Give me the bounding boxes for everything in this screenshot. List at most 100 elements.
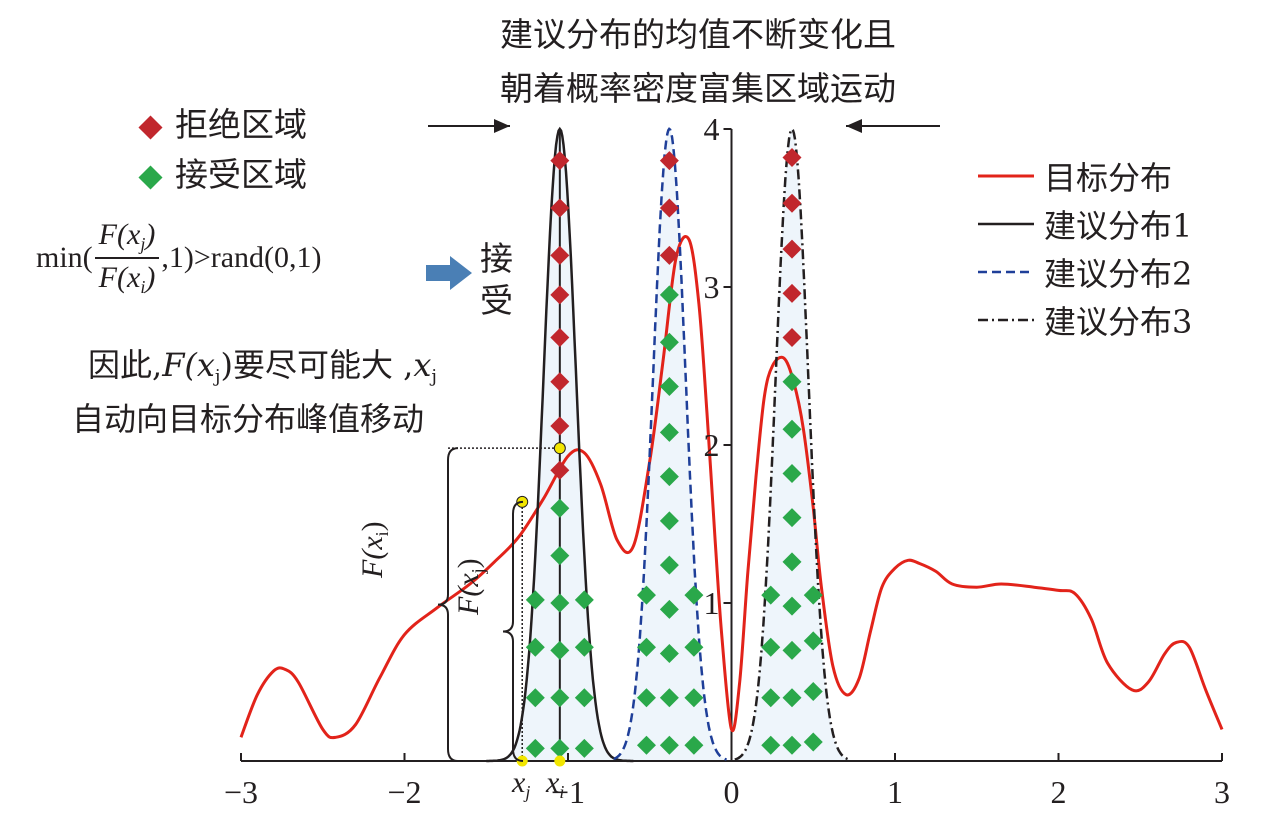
- legend-proposal2-label: 建议分布2: [1044, 255, 1193, 293]
- accept-point: [782, 508, 802, 528]
- formula-prefix: min(: [36, 241, 93, 274]
- y-tick-label: 1: [704, 585, 720, 621]
- explain-prefix: 因此,: [88, 346, 163, 384]
- accept-point: [803, 681, 823, 701]
- brace-fxi: [437, 447, 459, 762]
- formula-num: F(x: [98, 218, 141, 251]
- accept-arrow-icon: [426, 256, 472, 290]
- accept-point: [550, 688, 570, 708]
- highlight-point: [554, 755, 566, 767]
- reject-point: [782, 283, 802, 303]
- formula-den: F(x: [98, 261, 141, 294]
- title-arrow-right-head: [494, 119, 510, 133]
- reject-point: [782, 147, 802, 167]
- x-label-j-text: x: [512, 766, 526, 799]
- explain-x: x: [413, 346, 432, 384]
- accept-point: [803, 631, 823, 651]
- x-label-i-sub: i: [559, 782, 565, 802]
- accept-point: [550, 738, 570, 758]
- brace-label-fxj-text: F(x: [452, 573, 485, 615]
- accept-point: [684, 688, 704, 708]
- accept-point: [782, 372, 802, 392]
- brace-label-fxi-close: ): [356, 521, 389, 532]
- x-label-i-text: x: [546, 766, 560, 799]
- accept-point: [761, 735, 781, 755]
- x-label-j-sub: j: [525, 782, 531, 802]
- legend-accept: 接受区域: [138, 148, 307, 196]
- reject-point: [782, 193, 802, 213]
- accept-point: [574, 590, 594, 610]
- formula-den-close: ): [145, 261, 156, 294]
- accept-point: [659, 467, 679, 487]
- accept-point: [659, 285, 679, 305]
- accept-point: [782, 688, 802, 708]
- accept-point: [525, 637, 545, 657]
- reject-point: [550, 372, 570, 392]
- formula-num-sub: j: [140, 234, 146, 254]
- accept-point: [574, 688, 594, 708]
- proposal-distribution-2-line: [613, 127, 727, 761]
- legend-item-proposal3: 建议分布3: [978, 296, 1192, 344]
- legend-target-label: 目标分布: [1044, 159, 1173, 197]
- accept-point: [782, 463, 802, 483]
- legend-right: 目标分布 建议分布1 建议分布2 建议分布3: [978, 152, 1192, 344]
- acceptance-formula: min( F(xj) F(xi) ,1)>rand(0,1): [36, 218, 322, 298]
- accept-label: 接受区域: [175, 155, 307, 194]
- accept-point: [659, 555, 679, 575]
- highlight-point: [553, 442, 566, 455]
- x-label-i: xi: [546, 766, 564, 803]
- accept-marker-icon: [138, 164, 163, 190]
- proposal-distribution-1-line: [486, 126, 634, 763]
- formula-suffix: ,1)>rand(0,1): [161, 241, 322, 274]
- legend-line-proposal3-icon: [978, 318, 1034, 322]
- accept-point: [550, 498, 570, 518]
- legend-line-proposal2-icon: [978, 270, 1034, 274]
- accept-point: [550, 640, 570, 660]
- accept-char-2: 受: [480, 281, 513, 320]
- accept-point: [525, 738, 545, 758]
- formula-fraction: F(xj) F(xi): [94, 218, 160, 298]
- formula-den-sub: i: [140, 277, 146, 297]
- reject-point: [550, 151, 570, 171]
- accept-point: [636, 585, 656, 605]
- accept-point: [782, 596, 802, 616]
- accept-point: [684, 637, 704, 657]
- x-label-j: xj: [512, 766, 530, 803]
- reject-label: 拒绝区域: [175, 105, 307, 144]
- brace-fxj: [502, 500, 524, 762]
- accept-point: [659, 332, 679, 352]
- explain-line-1: 因此,F(xj)要尽可能大 ,xj: [88, 340, 437, 387]
- accept-point: [761, 688, 781, 708]
- reject-point: [550, 460, 570, 480]
- proposal-fill-2: [613, 129, 727, 761]
- explain-f: F(x: [162, 346, 215, 384]
- accept-point: [761, 585, 781, 605]
- legend-item-proposal2: 建议分布2: [978, 248, 1192, 296]
- accept-point: [659, 511, 679, 531]
- legend-proposal1-label: 建议分布1: [1044, 207, 1193, 245]
- title-line-2: 朝着概率密度富集区域运动: [500, 69, 896, 108]
- y-tick-label: 3: [704, 269, 720, 305]
- title-arrows: [428, 119, 940, 133]
- accept-point: [636, 688, 656, 708]
- accept-point: [525, 590, 545, 610]
- brace-label-fxi-sub: i: [372, 531, 392, 537]
- accept-point: [636, 637, 656, 657]
- explain-middle: )要尽可能大 ,: [220, 346, 414, 384]
- reject-marker-icon: [138, 114, 163, 140]
- brace-label-fxj-close: ): [452, 558, 485, 569]
- legend-item-proposal1: 建议分布1: [978, 200, 1192, 248]
- reject-point: [550, 198, 570, 218]
- accept-point: [574, 637, 594, 657]
- accept-point: [574, 738, 594, 758]
- accept-char-1: 接: [480, 239, 513, 278]
- proposal-distribution-3-line: [734, 127, 850, 761]
- accept-point: [659, 599, 679, 619]
- accept-point: [659, 422, 679, 442]
- formula-num-close: ): [145, 218, 156, 251]
- reject-point: [550, 245, 570, 265]
- accept-point: [636, 735, 656, 755]
- x-tick-label: −1: [551, 774, 585, 810]
- reject-point: [659, 198, 679, 218]
